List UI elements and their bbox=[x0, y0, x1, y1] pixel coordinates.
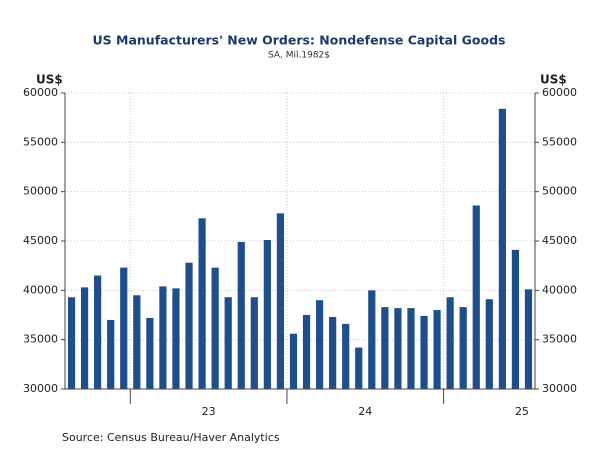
bar bbox=[394, 308, 402, 389]
y2-tick-label: 55000 bbox=[542, 135, 577, 148]
bar bbox=[133, 295, 141, 389]
y-tick-label: 50000 bbox=[23, 185, 58, 198]
source: Source: Census Bureau/Haver Analytics bbox=[62, 431, 280, 444]
bar bbox=[511, 249, 520, 389]
bar bbox=[302, 315, 311, 389]
bar bbox=[146, 317, 154, 389]
y-tick-label: 60000 bbox=[23, 86, 58, 99]
y2-tick-label: 50000 bbox=[542, 185, 577, 198]
bar bbox=[446, 297, 454, 389]
x-tick-label: 25 bbox=[515, 405, 529, 418]
bar bbox=[342, 323, 350, 389]
bar bbox=[315, 300, 324, 389]
bar bbox=[420, 315, 428, 389]
bar bbox=[94, 275, 102, 389]
bar bbox=[459, 307, 467, 389]
y2-tick-label: 40000 bbox=[542, 283, 577, 296]
bar bbox=[185, 262, 193, 389]
bar bbox=[472, 205, 480, 389]
bar bbox=[172, 288, 180, 389]
bar bbox=[329, 316, 337, 389]
y-tick-label: 35000 bbox=[23, 333, 58, 346]
y-axis-label: US$ bbox=[36, 73, 63, 87]
bar bbox=[433, 310, 441, 389]
bar bbox=[263, 240, 271, 389]
bar bbox=[485, 299, 493, 389]
y-tick-label: 40000 bbox=[23, 283, 58, 296]
bar bbox=[80, 287, 89, 389]
y2-tick-label: 60000 bbox=[542, 86, 577, 99]
y-tick-label: 30000 bbox=[23, 382, 58, 395]
bar bbox=[524, 289, 533, 389]
bar bbox=[120, 267, 128, 389]
bar bbox=[355, 347, 363, 389]
bar bbox=[159, 286, 167, 389]
y2-tick-label: 45000 bbox=[542, 234, 577, 247]
bar bbox=[107, 319, 115, 389]
x-tick-label: 24 bbox=[358, 405, 372, 418]
y2-tick-label: 35000 bbox=[542, 333, 577, 346]
bar bbox=[498, 108, 506, 389]
bar bbox=[276, 213, 285, 389]
bar bbox=[198, 218, 206, 389]
bar bbox=[407, 308, 415, 389]
bar bbox=[211, 267, 219, 389]
bar bbox=[250, 297, 258, 389]
bar bbox=[289, 333, 298, 389]
bar bbox=[224, 297, 232, 389]
bar bbox=[368, 290, 376, 389]
y2-axis-label: US$ bbox=[540, 73, 567, 87]
y-tick-label: 45000 bbox=[23, 234, 58, 247]
x-tick-label: 23 bbox=[202, 405, 216, 418]
bar bbox=[67, 297, 76, 389]
bar bbox=[381, 307, 389, 389]
bar bbox=[237, 241, 245, 389]
chart-subtitle: SA, Mil.1982$ bbox=[268, 51, 330, 61]
chart-title: US Manufacturers' New Orders: Nondefense… bbox=[93, 33, 506, 48]
y2-tick-label: 30000 bbox=[542, 382, 577, 395]
y-tick-label: 55000 bbox=[23, 135, 58, 148]
